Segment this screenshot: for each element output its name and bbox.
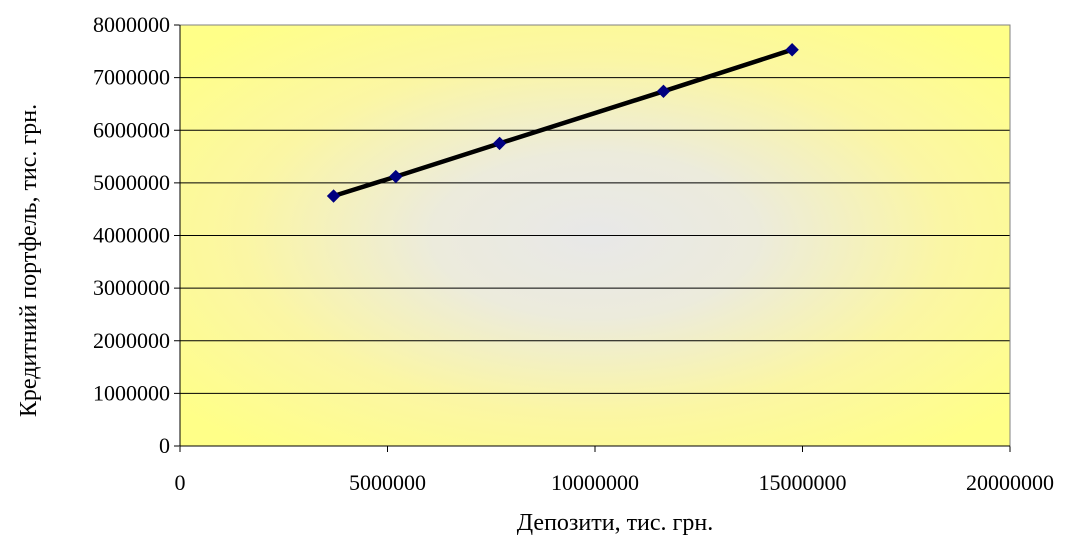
series — [326, 43, 799, 203]
data-point-marker — [785, 43, 799, 57]
y-tick-label: 1000000 — [93, 380, 170, 405]
y-tick-label: 5000000 — [93, 170, 170, 195]
x-tick-label: 10000000 — [551, 470, 639, 495]
y-tick-label: 2000000 — [93, 328, 170, 353]
data-point-marker — [389, 169, 403, 184]
data-point-marker — [492, 136, 507, 151]
x-tick-label: 0 — [175, 470, 186, 495]
x-tick-label: 5000000 — [349, 470, 426, 495]
data-point-marker — [326, 189, 341, 203]
x-tick-label: 15000000 — [759, 470, 847, 495]
x-tick-label: 20000000 — [966, 470, 1054, 495]
y-tick-label: 3000000 — [93, 275, 170, 300]
y-tick-label: 7000000 — [93, 65, 170, 90]
y-axis-title: Кредитний портфель, тис. грн. — [16, 104, 42, 417]
tick-labels: 0 1000000 2000000 3000000 4000000 5000000 6000… — [93, 12, 1054, 495]
y-tick-label: 4000000 — [93, 223, 170, 248]
y-tick-label: 8000000 — [93, 12, 170, 37]
y-tick-label: 6000000 — [93, 117, 170, 142]
axes — [174, 24, 1011, 452]
y-tick-label: 0 — [159, 433, 170, 458]
data-point-marker — [656, 84, 671, 99]
x-axis-title: Депозити, тис. грн. — [517, 510, 714, 536]
